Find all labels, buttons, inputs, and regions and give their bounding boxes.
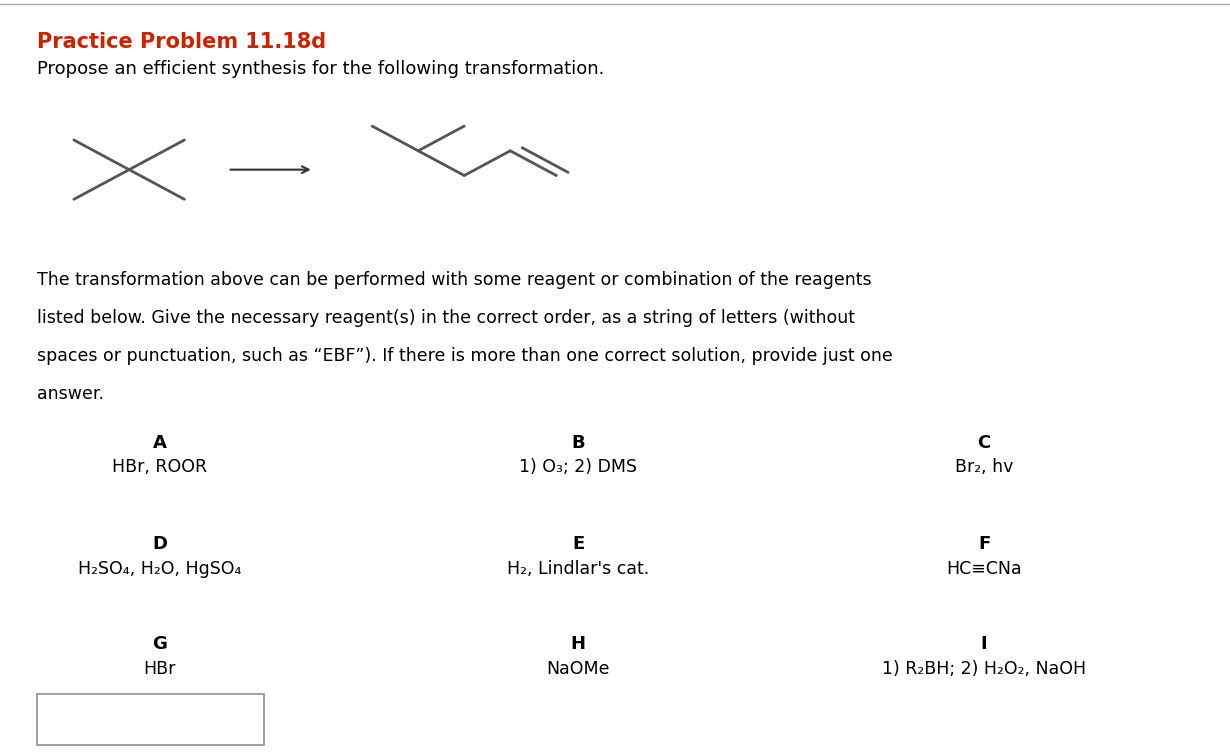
Text: H₂, Lindlar's cat.: H₂, Lindlar's cat. — [507, 560, 649, 578]
Text: B: B — [571, 434, 585, 452]
Text: NaOMe: NaOMe — [546, 660, 610, 678]
Text: answer.: answer. — [37, 385, 103, 403]
Text: H: H — [571, 635, 585, 653]
Text: A: A — [153, 434, 167, 452]
Text: The transformation above can be performed with some reagent or combination of th: The transformation above can be performe… — [37, 271, 872, 290]
Text: G: G — [153, 635, 167, 653]
Text: E: E — [572, 535, 584, 553]
Text: I: I — [980, 635, 988, 653]
Text: H₂SO₄, H₂O, HgSO₄: H₂SO₄, H₂O, HgSO₄ — [79, 560, 241, 578]
Text: Practice Problem 11.18d: Practice Problem 11.18d — [37, 32, 326, 52]
Text: C: C — [978, 434, 990, 452]
Text: HBr, ROOR: HBr, ROOR — [112, 458, 208, 477]
Text: Br₂, hv: Br₂, hv — [954, 458, 1014, 477]
Text: listed below. Give the necessary reagent(s) in the correct order, as a string of: listed below. Give the necessary reagent… — [37, 309, 855, 327]
Text: Propose an efficient synthesis for the following transformation.: Propose an efficient synthesis for the f… — [37, 60, 604, 78]
FancyBboxPatch shape — [37, 694, 264, 745]
Text: D: D — [153, 535, 167, 553]
Text: HC≡CNa: HC≡CNa — [946, 560, 1022, 578]
Text: F: F — [978, 535, 990, 553]
Text: 1) O₃; 2) DMS: 1) O₃; 2) DMS — [519, 458, 637, 477]
Text: HBr: HBr — [144, 660, 176, 678]
Text: 1) R₂BH; 2) H₂O₂, NaOH: 1) R₂BH; 2) H₂O₂, NaOH — [882, 660, 1086, 678]
Text: spaces or punctuation, such as “EBF”). If there is more than one correct solutio: spaces or punctuation, such as “EBF”). I… — [37, 347, 893, 365]
